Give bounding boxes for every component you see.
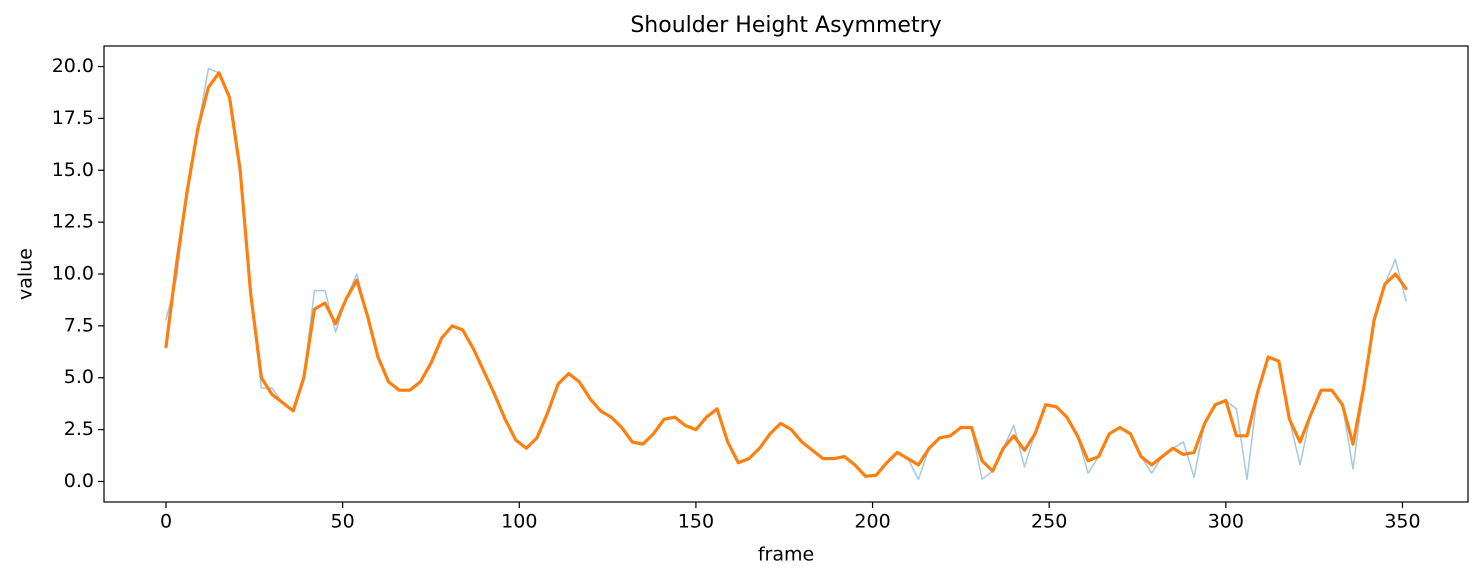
y-tick-label: 7.5 bbox=[64, 314, 94, 336]
x-tick-label: 200 bbox=[854, 511, 890, 533]
x-tick-label: 250 bbox=[1031, 511, 1067, 533]
y-tick-label: 2.5 bbox=[64, 418, 94, 440]
x-tick-label: 0 bbox=[160, 511, 172, 533]
plot-frame bbox=[103, 45, 1469, 503]
y-tick-label: 0.0 bbox=[64, 470, 94, 492]
x-axis-label: frame bbox=[758, 544, 814, 566]
x-tick-label: 50 bbox=[331, 511, 355, 533]
y-tick-label: 15.0 bbox=[52, 159, 94, 181]
x-tick-label: 300 bbox=[1208, 511, 1244, 533]
y-axis-label: value bbox=[15, 248, 37, 300]
x-tick-label: 100 bbox=[501, 511, 537, 533]
y-tick-label: 12.5 bbox=[52, 211, 94, 233]
chart-title: Shoulder Height Asymmetry bbox=[630, 13, 941, 38]
y-tick-label: 20.0 bbox=[52, 55, 94, 77]
y-tick-label: 5.0 bbox=[64, 366, 94, 388]
y-tick-label: 17.5 bbox=[52, 107, 94, 129]
y-tick-label: 10.0 bbox=[52, 263, 94, 285]
x-tick-label: 350 bbox=[1384, 511, 1420, 533]
data-line bbox=[164, 71, 1408, 478]
x-tick-label: 150 bbox=[678, 511, 714, 533]
